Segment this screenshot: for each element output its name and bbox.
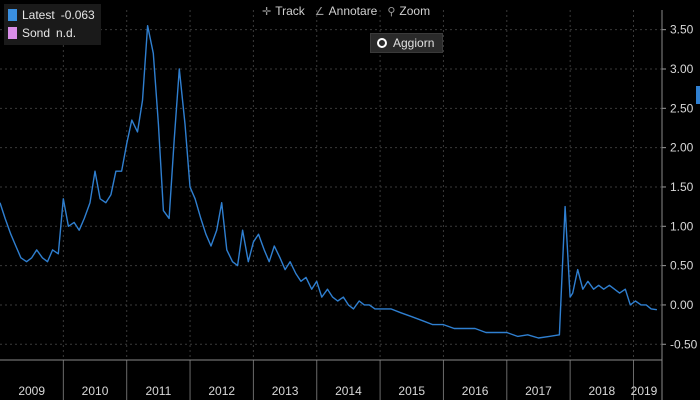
legend-item-sond[interactable]: Sond n.d.: [8, 24, 95, 42]
pencil-icon: ∠: [314, 5, 325, 18]
x-tick-label: 2018: [588, 384, 615, 398]
x-tick-label: 2016: [462, 384, 489, 398]
last-value-marker: [696, 86, 700, 104]
zoom-button[interactable]: ⚲ Zoom: [387, 4, 430, 18]
annotate-button[interactable]: ∠ Annotare: [315, 4, 378, 18]
y-tick-label: 1.50: [670, 180, 694, 194]
crosshair-icon: ✛: [262, 5, 272, 18]
y-tick-label: 0.50: [670, 259, 694, 273]
y-tick-label: 2.50: [670, 101, 694, 115]
x-tick-label: 2017: [525, 384, 552, 398]
magnifier-icon: ⚲: [387, 5, 396, 18]
y-tick-label: 2.00: [670, 141, 694, 155]
series-group: [0, 25, 657, 339]
legend-swatch-latest: [8, 9, 17, 21]
zoom-label: Zoom: [399, 4, 431, 18]
series-line-latest: [0, 25, 657, 339]
y-tick-label: 1.00: [670, 219, 694, 233]
legend: Latest -0.063 Sond n.d.: [4, 4, 101, 45]
y-tick-label: -0.50: [670, 337, 698, 351]
y-tick-label: 3.50: [670, 23, 694, 37]
update-button[interactable]: Aggiorn: [370, 33, 444, 53]
refresh-icon: [377, 38, 387, 48]
grid-lines: [0, 10, 662, 360]
x-tick-label: 2011: [145, 384, 171, 398]
legend-label-latest: Latest: [22, 8, 55, 22]
legend-item-latest[interactable]: Latest -0.063: [8, 6, 95, 24]
legend-value-sond: n.d.: [56, 26, 77, 40]
x-tick-label: 2009: [18, 384, 45, 398]
legend-label-sond: Sond: [22, 26, 51, 40]
y-tick-label: 3.00: [670, 62, 694, 76]
y-tick-label: 0.00: [670, 298, 694, 312]
track-label: Track: [275, 4, 305, 18]
annotate-label: Annotare: [328, 4, 378, 18]
x-tick-label: 2010: [82, 384, 109, 398]
chart-toolbar: ✛ Track ∠ Annotare ⚲ Zoom: [262, 4, 430, 18]
legend-value-latest: -0.063: [60, 8, 95, 22]
x-tick-label: 2015: [398, 384, 425, 398]
track-button[interactable]: ✛ Track: [262, 4, 305, 18]
update-label: Aggiorn: [393, 36, 435, 50]
x-axis: 2009 2010 2011 2012 2013 2014 2015 2016 2017 2018…: [0, 359, 662, 400]
x-tick-label: 2013: [272, 384, 299, 398]
x-tick-label: 2019: [631, 384, 658, 398]
x-tick-label: 2014: [335, 384, 362, 398]
legend-swatch-sond: [8, 27, 17, 39]
x-tick-label: 2012: [208, 384, 235, 398]
y-axis: 3.50 3.00 2.50 2.00 1.50 1.00 0.50 0.00 -0.50: [661, 10, 698, 400]
